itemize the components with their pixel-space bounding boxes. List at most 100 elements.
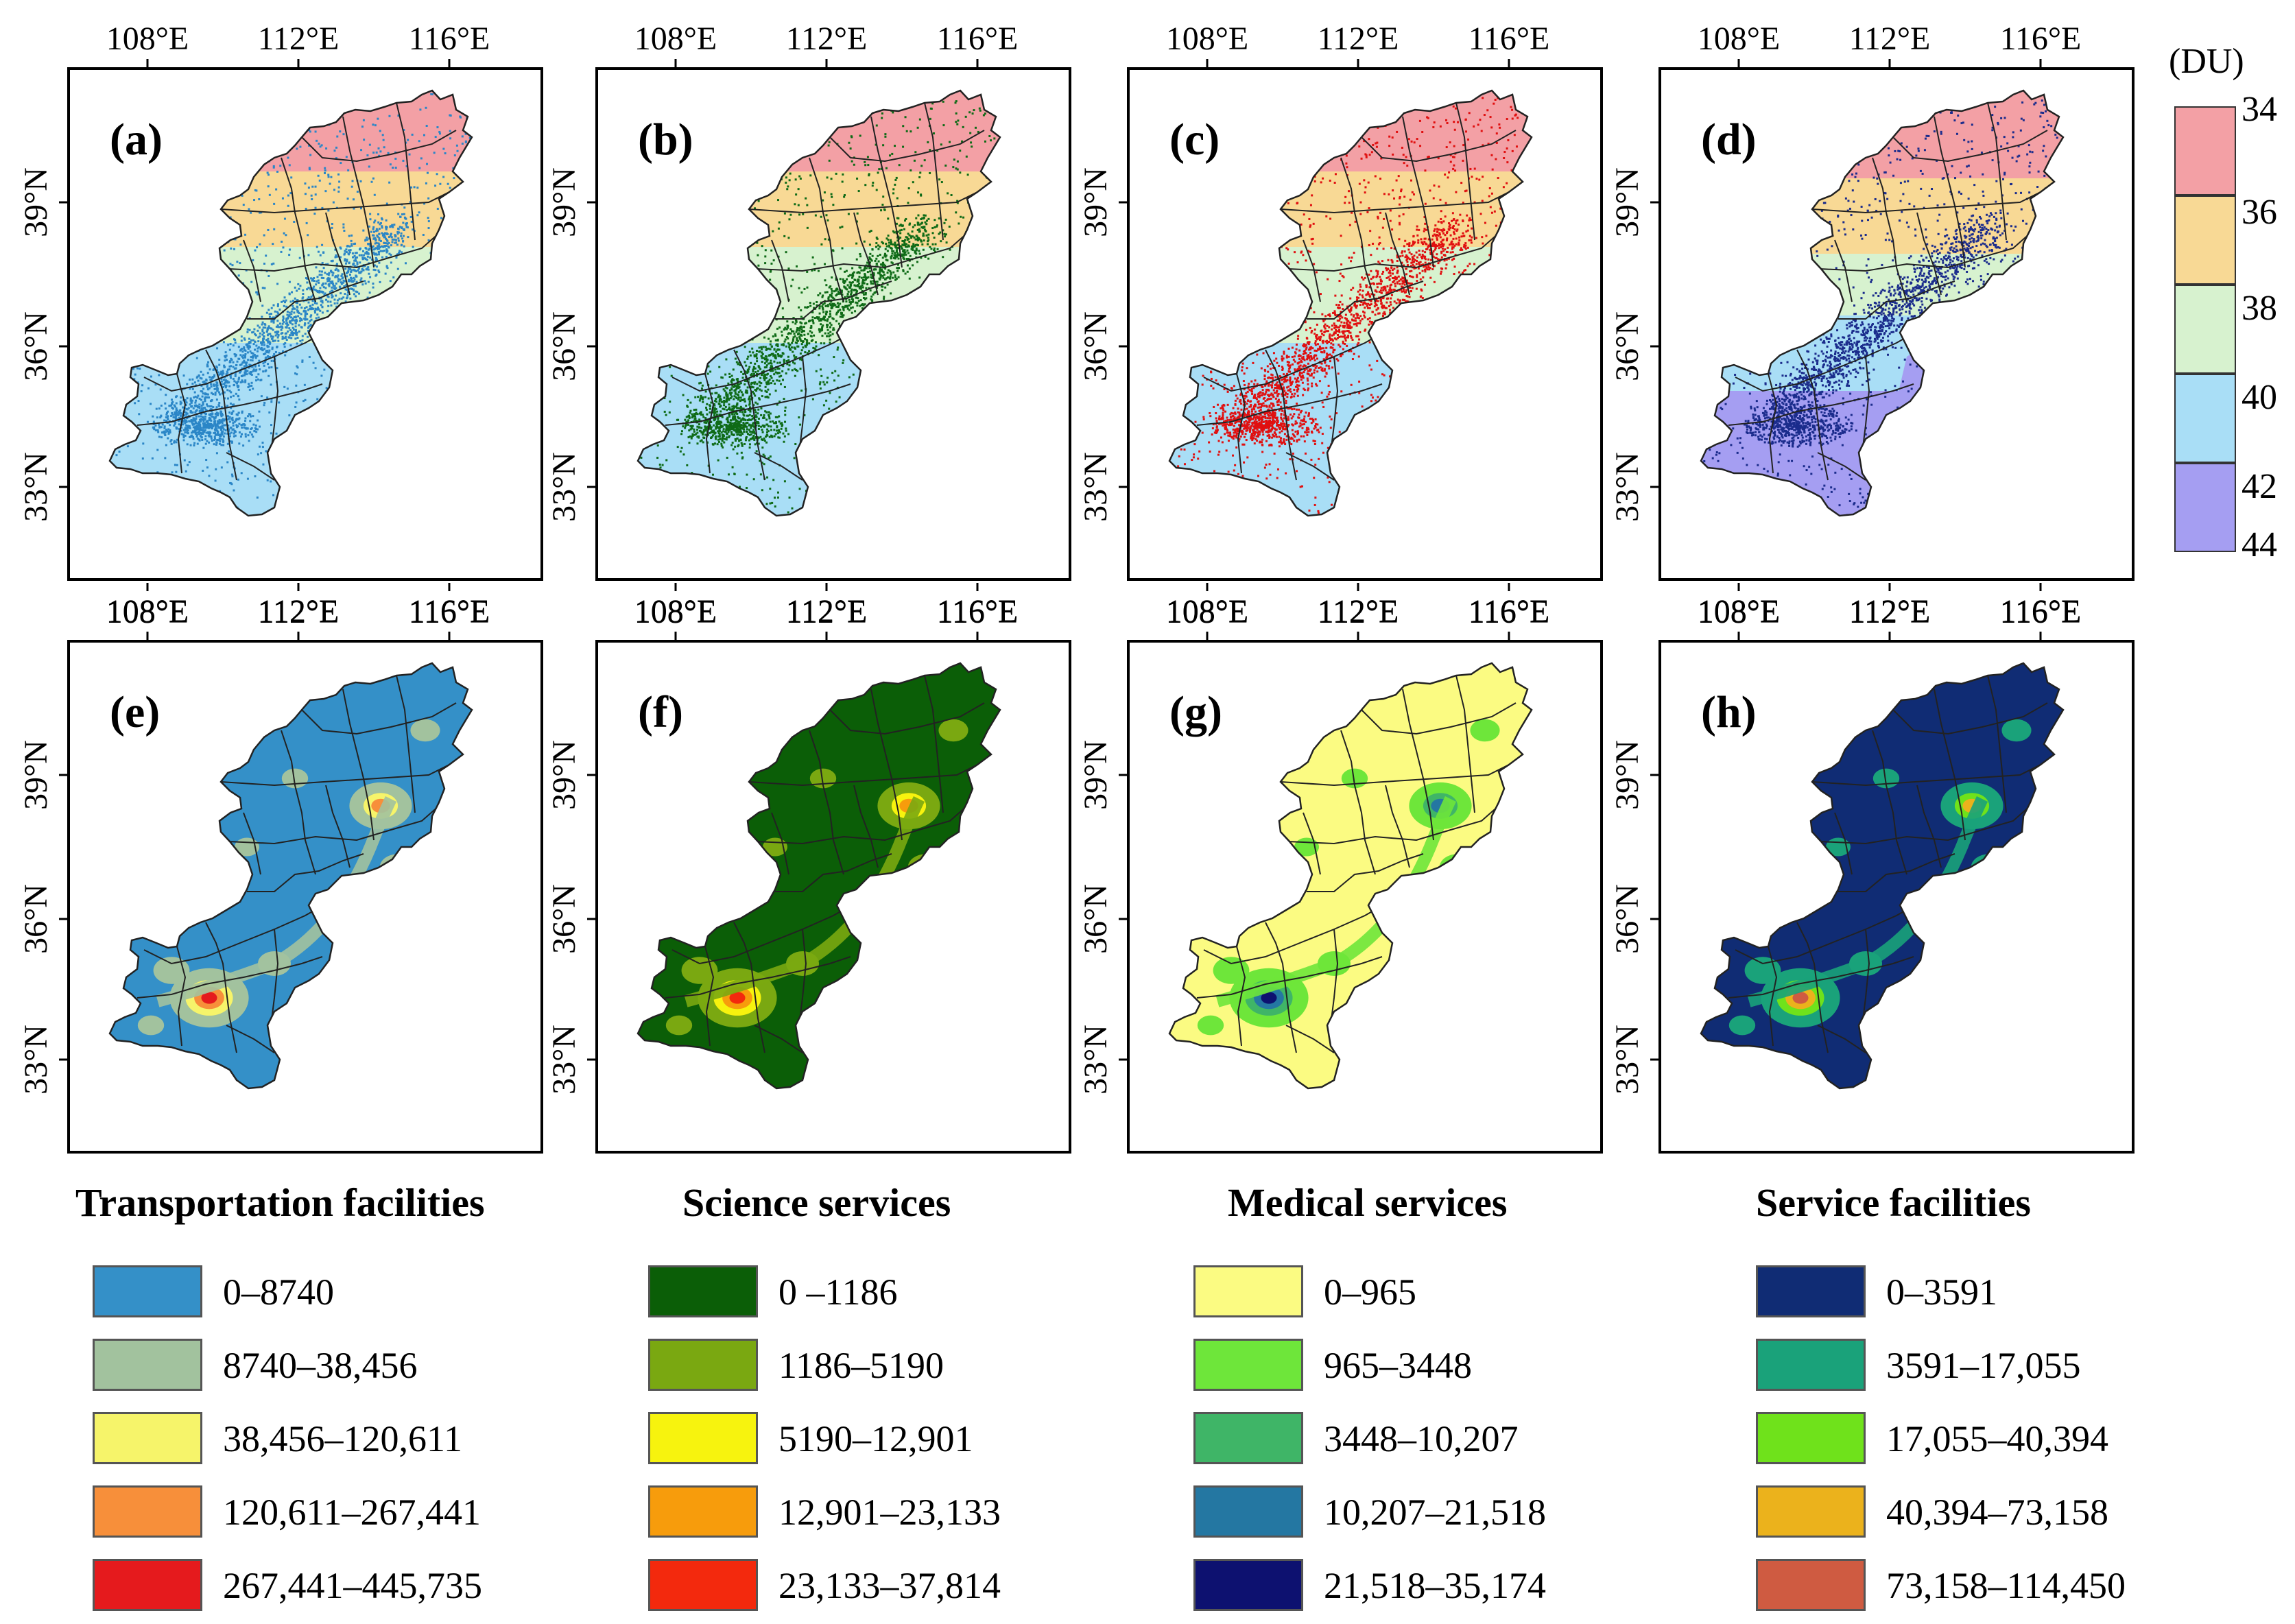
legend-swatch xyxy=(648,1559,758,1611)
ozone-legend-tick: 36 xyxy=(2242,193,2277,232)
ozone-legend-tick: 42 xyxy=(2242,467,2277,506)
lon-tick-label: 108°E xyxy=(634,593,717,630)
legend-item: 965–3448 xyxy=(1193,1339,1715,1394)
legend-label: 3448–10,207 xyxy=(1324,1418,1519,1459)
lon-tick-label: 116°E xyxy=(2000,593,2082,630)
density-corridor xyxy=(1747,796,1988,1007)
legend-label: 3591–17,055 xyxy=(1886,1345,2081,1386)
density-corridor xyxy=(156,796,397,1007)
lon-tick-label: 116°E xyxy=(1468,593,1550,630)
density-hotspot xyxy=(302,1001,329,1022)
density-hotspot xyxy=(1262,1073,1283,1088)
density-hotspot xyxy=(1971,854,2008,881)
density-hotspot xyxy=(201,992,217,1004)
ozone-band xyxy=(1169,247,1532,343)
legend-label: 17,055–40,394 xyxy=(1886,1418,2108,1459)
lat-tick-label: 36°N xyxy=(1078,884,1114,954)
lon-tick-label: 116°E xyxy=(937,21,1019,57)
lat-tick-label: 33°N xyxy=(1609,452,1645,522)
lon-tick-label: 112°E xyxy=(786,21,868,57)
lon-axis-bottom: 108°E 112°E 116°E xyxy=(1166,583,1550,630)
legend-label: 0–3591 xyxy=(1886,1271,1997,1313)
lat-tick-label: 33°N xyxy=(1078,452,1114,522)
ozone-band xyxy=(1701,315,2063,391)
lat-tick-label: 33°N xyxy=(1078,1025,1114,1095)
map-frame xyxy=(595,67,1071,581)
legend-label: 23,133–37,814 xyxy=(778,1565,1001,1606)
lon-tick-label: 108°E xyxy=(1698,594,1781,630)
legend-label: 12,901–23,133 xyxy=(778,1492,1001,1533)
lon-tick-label: 116°E xyxy=(1468,594,1550,630)
map-frame xyxy=(1127,640,1603,1154)
legend-label: 1186–5190 xyxy=(778,1345,944,1386)
lat-tick-label: 36°N xyxy=(18,884,54,954)
legend-item: 3591–17,055 xyxy=(1756,1339,2277,1394)
panel-label: (h) xyxy=(1701,687,1757,737)
lat-tick-label: 39°N xyxy=(546,167,582,237)
legend-label: 120,611–267,441 xyxy=(223,1492,481,1533)
legend-swatch xyxy=(648,1485,758,1538)
legend-label: 40,394–73,158 xyxy=(1886,1492,2108,1533)
ozone-legend-swatch xyxy=(2174,195,2236,285)
lat-tick-label: 36°N xyxy=(546,884,582,954)
density-corridor xyxy=(1215,796,1457,1007)
lon-tick-label: 116°E xyxy=(1468,21,1550,57)
lon-tick-label: 112°E xyxy=(258,594,340,630)
lat-tick-label: 36°N xyxy=(1609,311,1645,381)
map-panel-b: 108°E 112°E 116°E 39°N 36°N 33°N (b) xyxy=(546,21,1071,581)
ozone-legend-tick: 44 xyxy=(2242,525,2277,564)
legend-transportation: Transportation facilities 0–8740 8740–38,… xyxy=(75,1180,610,1619)
legend-label: 0 –1186 xyxy=(778,1271,898,1313)
lat-tick-label: 39°N xyxy=(1078,740,1114,810)
ozone-legend-tick: 38 xyxy=(2242,289,2277,328)
legend-label: 8740–38,456 xyxy=(223,1345,418,1386)
density-hotspot xyxy=(2001,719,2032,742)
density-hotspot xyxy=(830,1001,857,1022)
lon-tick-label: 108°E xyxy=(106,593,189,630)
lon-tick-label: 108°E xyxy=(634,21,717,57)
legend-item: 0–8740 xyxy=(93,1265,614,1320)
legend-swatch xyxy=(1193,1339,1303,1391)
lat-tick-label: 36°N xyxy=(18,311,54,381)
density-hotspot xyxy=(729,992,746,1004)
legend-science: Science services 0 –1186 1186–5190 5190–12… xyxy=(648,1180,1183,1619)
density-hotspot xyxy=(1744,957,1781,984)
lon-tick-label: 108°E xyxy=(1166,594,1249,630)
lon-tick-label: 108°E xyxy=(1166,21,1249,57)
ozone-band xyxy=(1701,178,2063,254)
legend-medical: Medical services 0–965 965–3448 3448–10,20… xyxy=(1193,1180,1728,1619)
legend-item: 23,133–37,814 xyxy=(648,1559,1169,1614)
legend-swatch xyxy=(1756,1265,1866,1317)
ozone-band xyxy=(1169,171,1532,247)
density-hotspot xyxy=(1470,719,1500,742)
ozone-band xyxy=(110,343,472,516)
admin-boundaries xyxy=(1196,102,1517,481)
density-hotspot xyxy=(1957,916,1994,943)
density-hotspot xyxy=(366,916,403,943)
density-hotspot xyxy=(410,719,440,742)
ozone-band xyxy=(638,343,1000,516)
legend-item: 120,611–267,441 xyxy=(93,1485,614,1540)
lon-tick-label: 112°E xyxy=(1849,593,1931,630)
lon-axis-bottom: 108°E 112°E 116°E xyxy=(106,583,490,630)
legend-swatch xyxy=(1193,1559,1303,1611)
density-hotspot xyxy=(1728,1015,1756,1036)
legend-swatch xyxy=(1756,1485,1866,1538)
legend-item: 0–965 xyxy=(1193,1265,1715,1320)
density-hotspot xyxy=(665,1015,693,1036)
admin-boundaries xyxy=(1196,675,1517,1053)
density-hotspot xyxy=(681,957,718,984)
map-frame xyxy=(595,640,1071,1154)
ozone-band xyxy=(1169,343,1532,516)
density-hotspot xyxy=(730,1073,751,1088)
legend-title: Medical services xyxy=(1228,1180,1508,1225)
legend-swatch xyxy=(93,1265,202,1317)
lon-tick-label: 112°E xyxy=(1849,594,1931,630)
ozone-legend-tick: 40 xyxy=(2242,378,2277,417)
lon-tick-label: 112°E xyxy=(786,594,868,630)
legend-item: 3448–10,207 xyxy=(1193,1412,1715,1467)
legend-swatch xyxy=(648,1412,758,1464)
legend-item: 73,158–114,450 xyxy=(1756,1559,2277,1614)
legend-label: 10,207–21,518 xyxy=(1324,1492,1546,1533)
legend-label: 21,518–35,174 xyxy=(1324,1565,1546,1606)
